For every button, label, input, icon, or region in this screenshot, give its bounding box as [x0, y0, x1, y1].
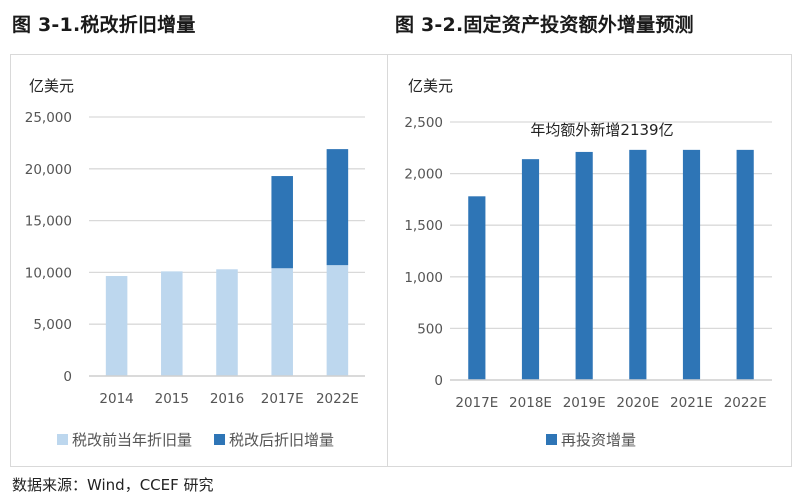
- chart-title-right: 图 3-2.固定资产投资额外增量预测: [395, 14, 694, 36]
- chart-panel-left: 亿美元 0 5,000 10,000 15,000 20,000 25,000 2014 201…: [10, 54, 388, 467]
- legend-swatch: [546, 434, 557, 445]
- bar-primary: [521, 159, 540, 380]
- bar-primary: [326, 265, 349, 376]
- y-tick-label: 15,000: [25, 214, 72, 230]
- bar-secondary: [326, 149, 349, 266]
- x-tick-label: 2014: [99, 391, 133, 407]
- x-tick-label: 2017E: [261, 391, 304, 407]
- chart-title-left: 图 3-1.税改折旧增量: [12, 14, 196, 36]
- legend-swatch: [57, 434, 68, 445]
- x-tick-label: 2015: [155, 391, 189, 407]
- bar-primary: [629, 149, 647, 380]
- x-tick-label: 2016: [210, 391, 244, 407]
- x-tick-label: 2021E: [670, 395, 713, 411]
- bar-primary: [161, 271, 183, 376]
- bar-primary: [105, 276, 128, 376]
- investment-forecast-chart: 亿美元 0 500 1,000 1,500 2,000 2,500 2017E 2018E 201…: [404, 77, 772, 449]
- y-tick-label: 2,500: [404, 115, 443, 131]
- y-tick-label: 0: [63, 369, 72, 385]
- x-tick-label: 2020E: [616, 395, 659, 411]
- bar-primary: [736, 149, 754, 380]
- y-tick-label: 10,000: [25, 265, 72, 281]
- x-tick-label: 2017E: [455, 395, 498, 411]
- y-tick-label: 5,000: [33, 317, 72, 333]
- y-tick-label: 0: [434, 373, 443, 389]
- bar-primary: [468, 196, 486, 380]
- tax-depreciation-chart: 亿美元 0 5,000 10,000 15,000 20,000 25,000 2014 201…: [25, 77, 365, 449]
- chart-panel-right: 亿美元 0 500 1,000 1,500 2,000 2,500 2017E 2018E 201…: [387, 54, 792, 467]
- x-tick-label: 2022E: [316, 391, 359, 407]
- y-tick-label: 25,000: [25, 110, 72, 126]
- y-tick-label: 20,000: [25, 162, 72, 178]
- y-axis-unit: 亿美元: [29, 77, 74, 95]
- chart-annotation: 年均额外新增2139亿: [530, 121, 673, 139]
- y-axis-unit: 亿美元: [408, 77, 453, 95]
- data-source-note: 数据来源：Wind，CCEF 研究: [12, 476, 214, 494]
- legend-label: 税改后折旧增量: [229, 431, 334, 449]
- x-tick-label: 2018E: [509, 395, 552, 411]
- legend-label: 税改前当年折旧量: [72, 431, 192, 449]
- y-tick-label: 500: [417, 321, 443, 337]
- bar-primary: [216, 269, 238, 376]
- y-tick-label: 1,500: [404, 218, 443, 234]
- bar-secondary: [271, 176, 293, 269]
- bar-primary: [682, 149, 701, 380]
- y-tick-label: 2,000: [404, 167, 443, 183]
- y-tick-label: 1,000: [404, 270, 443, 286]
- legend-label: 再投资增量: [561, 431, 636, 449]
- legend-swatch: [214, 434, 226, 445]
- bar-primary: [575, 151, 593, 380]
- x-tick-label: 2019E: [563, 395, 606, 411]
- bar-primary: [271, 268, 293, 376]
- x-tick-label: 2022E: [724, 395, 767, 411]
